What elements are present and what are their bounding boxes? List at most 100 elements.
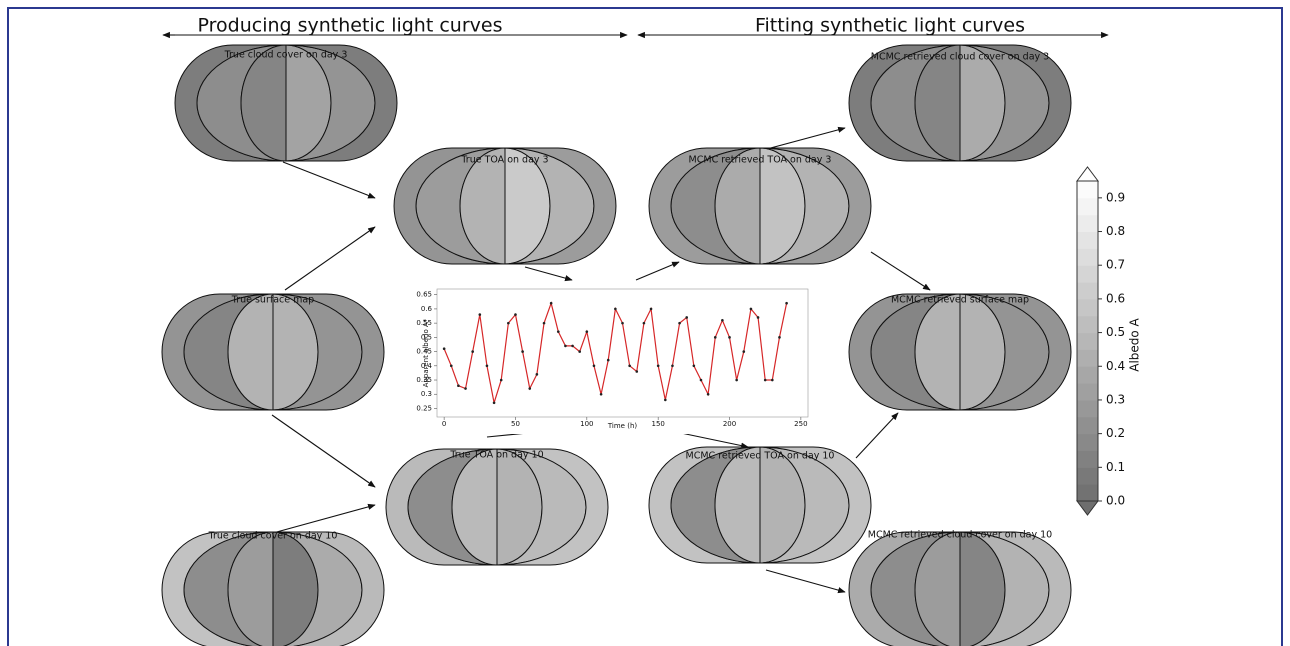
- arrow: [856, 413, 898, 458]
- map: True TOA on day 3: [394, 148, 616, 264]
- data-point: [471, 350, 474, 353]
- colorbar-band: [1077, 434, 1098, 451]
- data-point: [500, 379, 503, 382]
- data-point: [757, 316, 760, 319]
- map: MCMC retrieved cloud cover on day 10: [849, 530, 1071, 646]
- map-title: MCMC retrieved TOA on day 3: [689, 155, 832, 166]
- colorbar-band: [1077, 248, 1098, 265]
- colorbar-band: [1077, 366, 1098, 383]
- data-point: [614, 308, 617, 311]
- data-point: [543, 322, 546, 325]
- map-title: True TOA on day 10: [449, 450, 543, 461]
- arrow: [283, 162, 375, 198]
- data-point: [621, 322, 624, 325]
- data-point: [586, 330, 589, 333]
- data-point: [628, 365, 631, 368]
- data-point: [607, 359, 610, 362]
- data-point: [728, 336, 731, 339]
- colorbar-tick-label: 0.8: [1106, 224, 1125, 238]
- colorbar-ext: [1077, 167, 1098, 181]
- data-point: [750, 308, 753, 311]
- data-point: [600, 393, 603, 396]
- data-point: [521, 350, 524, 353]
- data-point: [678, 322, 681, 325]
- data-point: [557, 330, 560, 333]
- map-title: MCMC retrieved surface map: [891, 295, 1029, 306]
- colorbar-tick-label: 0.4: [1106, 359, 1125, 373]
- arrow: [272, 415, 375, 487]
- data-point: [721, 319, 724, 322]
- colorbar-tick-label: 0.1: [1106, 460, 1125, 474]
- map: MCMC retrieved TOA on day 3: [649, 148, 871, 264]
- colorbar-tick-label: 0.2: [1106, 426, 1125, 440]
- data-point: [450, 365, 453, 368]
- colorbar-tick-label: 0.9: [1106, 190, 1125, 204]
- map-title: MCMC retrieved TOA on day 10: [686, 451, 835, 462]
- diagram: Producing synthetic light curves Fitting…: [0, 0, 1290, 646]
- y-axis-label: Apparent albedo A*: [422, 318, 430, 387]
- colorbar-band: [1077, 232, 1098, 249]
- data-point: [443, 347, 446, 350]
- y-tick-label: 0.6: [421, 305, 433, 313]
- data-point: [457, 384, 460, 387]
- colorbar-band: [1077, 467, 1098, 484]
- data-point: [493, 401, 496, 404]
- data-point: [700, 379, 703, 382]
- map-title: True cloud cover on day 10: [208, 531, 338, 542]
- arrow: [525, 267, 572, 280]
- data-point: [564, 345, 567, 348]
- x-tick-label: 200: [723, 420, 736, 428]
- data-point: [528, 387, 531, 390]
- data-point: [486, 365, 489, 368]
- map-title: MCMC retrieved cloud cover on day 3: [871, 52, 1049, 63]
- data-point: [536, 373, 539, 376]
- colorbar-band: [1077, 198, 1098, 215]
- y-tick-label: 0.65: [416, 291, 432, 299]
- colorbar-tick-label: 0.3: [1106, 392, 1125, 406]
- data-point: [650, 308, 653, 311]
- data-point: [778, 336, 781, 339]
- data-point: [464, 387, 467, 390]
- map: MCMC retrieved TOA on day 10: [649, 447, 871, 563]
- map: MCMC retrieved cloud cover on day 3: [849, 45, 1071, 161]
- plot-bg: [420, 284, 815, 434]
- colorbar-band: [1077, 265, 1098, 282]
- colorbar-band: [1077, 333, 1098, 350]
- data-point: [635, 370, 638, 373]
- arrow: [285, 227, 375, 290]
- colorbar-band: [1077, 417, 1098, 434]
- map-title: MCMC retrieved cloud cover on day 10: [868, 530, 1052, 541]
- data-point: [785, 302, 788, 305]
- data-point: [707, 393, 710, 396]
- map: True cloud cover on day 10: [162, 531, 384, 646]
- arrow: [681, 433, 748, 447]
- colorbar-ext: [1077, 501, 1098, 515]
- x-tick-label: 50: [511, 420, 520, 428]
- data-point: [693, 365, 696, 368]
- data-point: [714, 336, 717, 339]
- x-axis-label: Time (h): [607, 422, 638, 430]
- data-point: [643, 322, 646, 325]
- colorbar-band: [1077, 484, 1098, 501]
- data-point: [771, 379, 774, 382]
- arrow: [636, 262, 679, 280]
- data-point: [593, 365, 596, 368]
- map: True surface map: [162, 294, 384, 410]
- data-point: [514, 313, 517, 316]
- data-point: [507, 322, 510, 325]
- x-tick-label: 100: [580, 420, 593, 428]
- data-point: [571, 345, 574, 348]
- colorbar-band: [1077, 299, 1098, 316]
- map: True TOA on day 10: [386, 449, 608, 565]
- arrow: [766, 570, 845, 592]
- data-point: [685, 316, 688, 319]
- arrow: [273, 505, 375, 533]
- data-point: [578, 350, 581, 353]
- data-point: [742, 350, 745, 353]
- header: Fitting synthetic light curves: [755, 15, 1025, 37]
- x-tick-label: 0: [442, 420, 446, 428]
- map: True cloud cover on day 3: [175, 45, 397, 161]
- header: Producing synthetic light curves: [198, 15, 503, 37]
- colorbar-band: [1077, 400, 1098, 417]
- colorbar-band: [1077, 450, 1098, 467]
